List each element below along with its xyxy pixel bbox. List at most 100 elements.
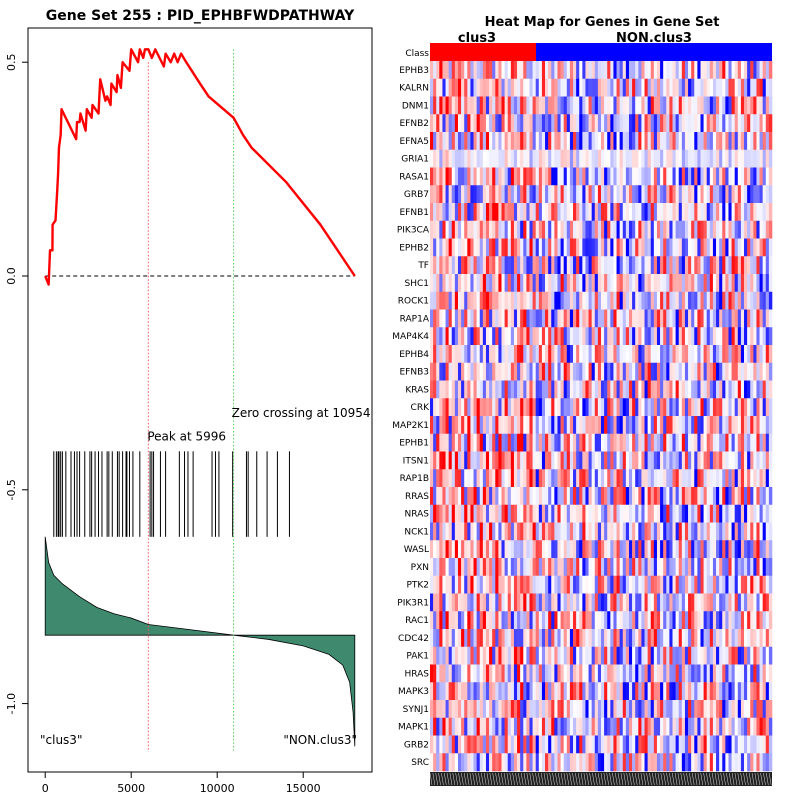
- heatmap-cell: [457, 309, 462, 328]
- heatmap-cell: [523, 61, 527, 80]
- heatmap-cell: [709, 220, 714, 239]
- heatmap-cell: [591, 274, 596, 293]
- gene-label: WASL: [404, 545, 429, 555]
- heatmap-cell: [622, 78, 627, 97]
- heatmap-cell: [504, 167, 509, 186]
- heatmap-cell: [476, 735, 481, 754]
- heatmap-cell: [669, 629, 673, 648]
- heatmap-cell: [628, 717, 633, 736]
- heatmap-cell: [541, 185, 546, 204]
- heatmap-cell: [492, 575, 496, 594]
- heatmap-cell: [573, 96, 577, 115]
- heatmap-cell: [756, 362, 760, 381]
- heatmap-cell: [660, 540, 664, 559]
- heatmap-cell: [725, 664, 729, 683]
- heatmap-cell: [476, 238, 481, 257]
- heatmap-cell: [504, 114, 509, 133]
- heatmap-cell: [545, 398, 549, 417]
- heatmap-cell: [557, 132, 561, 151]
- heatmap-cell: [585, 717, 589, 736]
- heatmap-cell: [697, 682, 701, 701]
- heatmap-cell: [669, 256, 673, 275]
- heatmap-cell: [719, 504, 723, 523]
- heatmap-cell: [765, 149, 770, 168]
- heatmap-cell: [691, 575, 695, 594]
- sample-label-tick: [743, 772, 746, 786]
- heatmap-cell: [681, 575, 686, 594]
- heatmap-cell: [768, 114, 773, 133]
- heatmap-cell: [650, 664, 655, 683]
- heatmap-cell: [560, 451, 564, 470]
- heatmap-cell: [513, 167, 518, 186]
- heatmap-cell: [585, 575, 589, 594]
- heatmap-cell: [479, 274, 484, 293]
- heatmap-cell: [495, 309, 499, 328]
- heatmap-cell: [731, 717, 735, 736]
- heatmap-cell: [510, 345, 515, 364]
- heatmap-cell: [762, 504, 767, 523]
- heatmap-cell: [641, 256, 645, 275]
- heatmap-cell: [532, 540, 537, 559]
- heatmap-cell: [737, 575, 742, 594]
- sample-label-tick: [569, 772, 572, 786]
- heatmap-cell: [464, 220, 468, 239]
- heatmap-cell: [489, 185, 493, 204]
- heatmap-cell: [762, 753, 767, 772]
- sample-label-tick: [472, 772, 475, 786]
- heatmap-cell: [461, 700, 465, 719]
- heatmap-cell: [442, 451, 446, 470]
- heatmap-cell: [613, 114, 617, 133]
- heatmap-cell: [650, 717, 655, 736]
- heatmap-cell: [442, 682, 446, 701]
- heatmap-cell: [526, 487, 530, 506]
- heatmap-cell: [588, 309, 592, 328]
- heatmap-cell: [647, 522, 652, 541]
- heatmap-cell: [610, 504, 614, 523]
- heatmap-cell: [551, 132, 555, 151]
- heatmap-cell: [744, 664, 748, 683]
- heatmap-cell: [507, 380, 512, 399]
- heatmap-cell: [731, 61, 735, 80]
- heatmap-cell: [638, 61, 642, 80]
- heatmap-cell: [436, 256, 440, 275]
- heatmap-cell: [672, 96, 676, 115]
- heatmap-cell: [591, 398, 596, 417]
- heatmap-cell: [563, 78, 568, 97]
- heatmap-cell: [675, 114, 680, 133]
- heatmap-cell: [492, 309, 496, 328]
- heatmap-cell: [650, 629, 655, 648]
- heatmap-cell: [653, 682, 658, 701]
- heatmap-cell: [433, 78, 437, 97]
- heatmap-cell: [470, 646, 474, 665]
- heatmap-cell: [485, 398, 490, 417]
- heatmap-cell: [451, 664, 456, 683]
- heatmap-cell: [560, 167, 564, 186]
- heatmap-cell: [495, 487, 499, 506]
- heatmap-cell: [557, 167, 561, 186]
- heatmap-cell: [613, 753, 617, 772]
- heatmap-cell: [538, 611, 543, 630]
- heatmap-cell: [523, 753, 527, 772]
- heatmap-cell: [728, 611, 732, 630]
- heatmap-cell: [672, 398, 676, 417]
- heatmap-cells: [430, 61, 773, 772]
- heatmap-cell: [756, 522, 760, 541]
- heatmap-cell: [625, 646, 630, 665]
- heatmap-cell: [523, 504, 527, 523]
- heatmap-cell: [641, 362, 645, 381]
- heatmap-cell: [582, 114, 586, 133]
- heatmap-cell: [768, 185, 773, 204]
- heatmap-cell: [660, 78, 664, 97]
- heatmap-cell: [445, 522, 449, 541]
- heatmap-cell: [716, 416, 720, 435]
- heatmap-cell: [759, 593, 763, 612]
- heatmap-cell: [576, 309, 580, 328]
- heatmap-cell: [740, 114, 745, 133]
- heatmap-cell: [454, 398, 459, 417]
- heatmap-cell: [576, 451, 580, 470]
- heatmap-cell: [759, 362, 763, 381]
- heatmap-cell: [573, 504, 577, 523]
- heatmap-cell: [728, 203, 732, 222]
- heatmap-cell: [498, 96, 502, 115]
- heatmap-cell: [712, 114, 717, 133]
